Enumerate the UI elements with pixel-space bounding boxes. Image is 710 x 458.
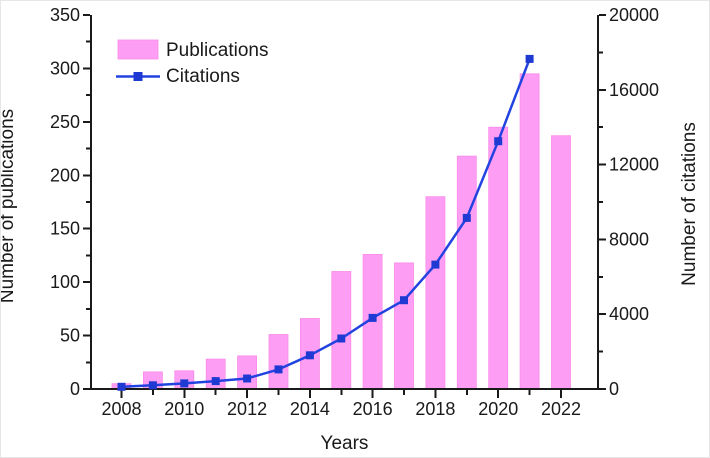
x-axis-tick-label: 2014	[290, 399, 330, 419]
right-axis-tick-label: 20000	[609, 5, 659, 25]
citations-point-2017	[400, 296, 408, 305]
publications-bar-2018	[425, 196, 446, 390]
left-axis-tick-label: 50	[60, 326, 80, 346]
right-axis-tick-label: 0	[609, 379, 619, 399]
legend-publications-label: Publications	[166, 40, 268, 61]
x-axis-title: Years	[321, 433, 369, 454]
publications-bar-2022	[551, 135, 571, 390]
left-axis-title: Number of publications	[1, 109, 18, 303]
citations-point-2011	[211, 377, 220, 386]
citations-point-2020	[494, 137, 503, 146]
right-axis-tick-label: 12000	[609, 155, 659, 175]
citations-line	[121, 58, 531, 389]
x-axis-tick-label: 2020	[478, 399, 518, 419]
citations-point-2012	[243, 374, 252, 383]
citations-point-2016	[368, 313, 377, 322]
citations-point-2014	[305, 351, 314, 360]
legend-citations-marker	[133, 72, 143, 81]
x-axis-tick-label: 2012	[227, 399, 267, 419]
publications-bar-2021	[519, 73, 540, 390]
publications-bar-2015	[331, 271, 352, 390]
left-axis-tick-label: 100	[50, 272, 80, 292]
x-axis-tick-label: 2018	[415, 399, 455, 419]
legend	[116, 39, 160, 81]
right-axis-tick-label: 4000	[609, 304, 649, 324]
x-axis-tick-label: 2010	[164, 399, 204, 419]
left-axis-tick-label: 200	[50, 165, 80, 185]
citations-point-2019	[462, 213, 471, 222]
publications-bar-2012	[237, 355, 258, 390]
left-axis-tick-label: 150	[50, 219, 80, 239]
legend-publications-swatch	[117, 39, 159, 60]
citations-point-2009	[148, 381, 157, 390]
citations-point-2010	[180, 379, 189, 388]
x-axis-tick-label: 2016	[353, 399, 393, 419]
left-axis-tick-label: 250	[50, 112, 80, 132]
publications-bar-2020	[488, 126, 509, 390]
citations-point-2013	[274, 365, 283, 374]
legend-citations-label: Citations	[166, 66, 240, 87]
left-axis-tick-label: 350	[50, 5, 80, 25]
right-axis-tick-label: 16000	[609, 80, 659, 100]
right-axis-title: Number of citations	[679, 122, 700, 286]
right-axis-tick-label: 8000	[609, 229, 649, 249]
x-axis-tick-label: 2022	[541, 399, 581, 419]
x-axis-tick-label: 2008	[101, 399, 141, 419]
publications-bar-2019	[456, 155, 477, 390]
left-axis-tick-label: 300	[50, 58, 80, 78]
citations-point-2008	[117, 382, 126, 391]
citations-point-2015	[337, 334, 346, 343]
citations-point-2018	[431, 260, 440, 269]
publications-bar-2017	[394, 262, 414, 390]
left-axis-tick-label: 0	[70, 379, 80, 399]
publications-bar-2013	[268, 334, 289, 390]
citations-point-2021	[525, 54, 534, 63]
axes-group	[83, 14, 606, 398]
